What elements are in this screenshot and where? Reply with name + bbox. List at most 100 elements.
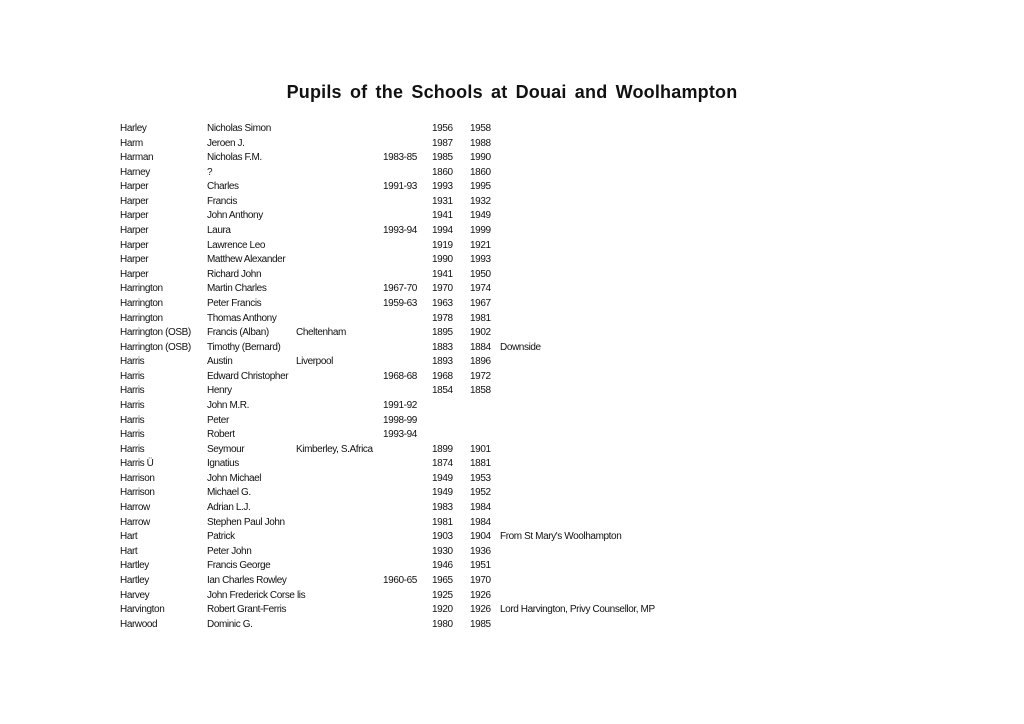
cell-year-to: 1993 (470, 254, 491, 266)
cell-year-to: 1972 (470, 370, 491, 382)
cell-forename: Henry (207, 385, 232, 397)
pupil-row: Harris Henry 1854 1858 (0, 384, 1024, 399)
pupil-row: Harvington Robert Grant-Ferris 1920 1926 Lor… (0, 603, 1024, 618)
cell-forename: Martin Charles (207, 283, 267, 295)
cell-year-to: 1950 (470, 268, 491, 280)
cell-prep-years: 1959-63 (383, 297, 417, 309)
cell-year-from: 1903 (432, 531, 453, 543)
pupil-row: Harris Austin Liverpool 1893 1896 (0, 355, 1024, 370)
cell-year-to: 1921 (470, 239, 491, 251)
pupil-row: Hartley Francis George 1946 1951 (0, 559, 1024, 574)
cell-year-to: 1860 (470, 166, 491, 178)
cell-notes: Lord Harvington, Privy Counsellor, MP (500, 604, 655, 616)
cell-year-from: 1987 (432, 137, 453, 149)
cell-year-from: 1883 (432, 341, 453, 353)
cell-year-to: 1884 (470, 341, 491, 353)
cell-year-from: 1980 (432, 618, 453, 630)
cell-forename: ? (207, 166, 213, 178)
pupil-row: Harley Nicholas Simon 1956 1958 (0, 122, 1024, 137)
cell-surname: Harris (120, 356, 145, 368)
cell-year-to: 1953 (470, 472, 491, 484)
cell-notes: Downside (500, 341, 541, 353)
cell-forename: Seymour (207, 443, 245, 455)
cell-surname: Harney (120, 166, 150, 178)
cell-year-from: 1949 (432, 487, 453, 499)
pupil-row: Harwood Dominic G. 1980 1985 (0, 618, 1024, 633)
pupil-row: Harrington (OSB) Timothy (Bernard) 1883 188… (0, 341, 1024, 356)
cell-year-to: 1999 (470, 225, 491, 237)
cell-forename: John Michael (207, 472, 262, 484)
cell-year-from: 1920 (432, 604, 453, 616)
pupil-row: Harrow Adrian L.J. 1983 1984 (0, 501, 1024, 516)
pupil-row: Harris Seymour Kimberley, S.Africa 1899 1901 (0, 443, 1024, 458)
cell-surname: Hart (120, 531, 138, 543)
cell-forename: Timothy (Bernard) (207, 341, 281, 353)
cell-year-from: 1970 (432, 283, 453, 295)
cell-year-to: 1936 (470, 545, 491, 557)
cell-surname: Harrington (120, 297, 163, 309)
cell-year-to: 1974 (470, 283, 491, 295)
cell-year-from: 1874 (432, 458, 453, 470)
cell-forename: Patrick (207, 531, 235, 543)
cell-year-to: 1951 (470, 560, 491, 572)
pupil-row: Harrington Thomas Anthony 1978 1981 (0, 312, 1024, 327)
cell-year-to: 1995 (470, 181, 491, 193)
pupil-row: Harrington Martin Charles 1967-70 1970 1974 (0, 282, 1024, 297)
cell-year-to: 1926 (470, 589, 491, 601)
cell-year-from: 1854 (432, 385, 453, 397)
cell-year-from: 1965 (432, 574, 453, 586)
cell-year-to: 1988 (470, 137, 491, 149)
cell-forename: Peter Francis (207, 297, 262, 309)
cell-surname: Hart (120, 545, 138, 557)
page-title: Pupils of the Schools at Douai and Woolh… (286, 82, 738, 102)
cell-surname: Harris (120, 414, 145, 426)
cell-year-from: 1919 (432, 239, 453, 251)
cell-year-from: 1978 (432, 312, 453, 324)
cell-year-from: 1968 (432, 370, 453, 382)
cell-year-from: 1941 (432, 210, 453, 222)
pupil-row: Harper Lawrence Leo 1919 1921 (0, 239, 1024, 254)
cell-year-to: 1981 (470, 312, 491, 324)
cell-surname: Harper (120, 225, 149, 237)
cell-year-to: 1958 (470, 123, 491, 134)
pupil-row: Harris Peter 1998-99 (0, 414, 1024, 429)
cell-year-to: 1952 (470, 487, 491, 499)
cell-origin: Cheltenham (296, 327, 346, 339)
cell-surname: Harm (120, 137, 143, 149)
cell-surname: Hartley (120, 574, 149, 586)
cell-surname: Harrington (120, 312, 163, 324)
pupil-row: Harper Charles 1991-93 1993 1995 (0, 180, 1024, 195)
cell-forename: Dominic G. (207, 618, 253, 630)
pupil-row: Harrison John Michael 1949 1953 (0, 472, 1024, 487)
cell-forename: Nicholas F.M. (207, 152, 262, 164)
cell-surname: Harper (120, 181, 149, 193)
cell-year-from: 1895 (432, 327, 453, 339)
pupil-row: Harney? 1860 1860 (0, 166, 1024, 181)
cell-surname: Harper (120, 195, 149, 207)
cell-surname: Harvey (120, 589, 150, 601)
cell-forename: Ian Charles Rowley (207, 574, 287, 586)
cell-surname: Harris (120, 370, 145, 382)
pupil-row: Harris Robert 1993-94 (0, 428, 1024, 443)
cell-surname: Harrison (120, 487, 155, 499)
cell-year-to: 1932 (470, 195, 491, 207)
cell-year-to: 1970 (470, 574, 491, 586)
cell-year-from: 1963 (432, 297, 453, 309)
cell-forename: Francis (Alban) (207, 327, 269, 339)
cell-forename: Austin (207, 356, 233, 368)
pupil-row: Harper Laura 1993-94 1994 1999 (0, 224, 1024, 239)
cell-year-from: 1860 (432, 166, 453, 178)
cell-year-from: 1981 (432, 516, 453, 528)
cell-forename: Peter John (207, 545, 252, 557)
cell-forename: Richard John (207, 268, 262, 280)
cell-year-from: 1956 (432, 123, 453, 134)
cell-forename: Francis George (207, 560, 271, 572)
cell-year-from: 1983 (432, 502, 453, 514)
cell-forename: Charles (207, 181, 239, 193)
cell-year-to: 1926 (470, 604, 491, 616)
cell-forename: Thomas Anthony (207, 312, 277, 324)
cell-year-to: 1984 (470, 502, 491, 514)
pupil-list: Harley Nicholas Simon 1956 1958 Harm Jeroen J… (0, 122, 1024, 632)
cell-year-to: 1896 (470, 356, 491, 368)
cell-year-to: 1881 (470, 458, 491, 470)
